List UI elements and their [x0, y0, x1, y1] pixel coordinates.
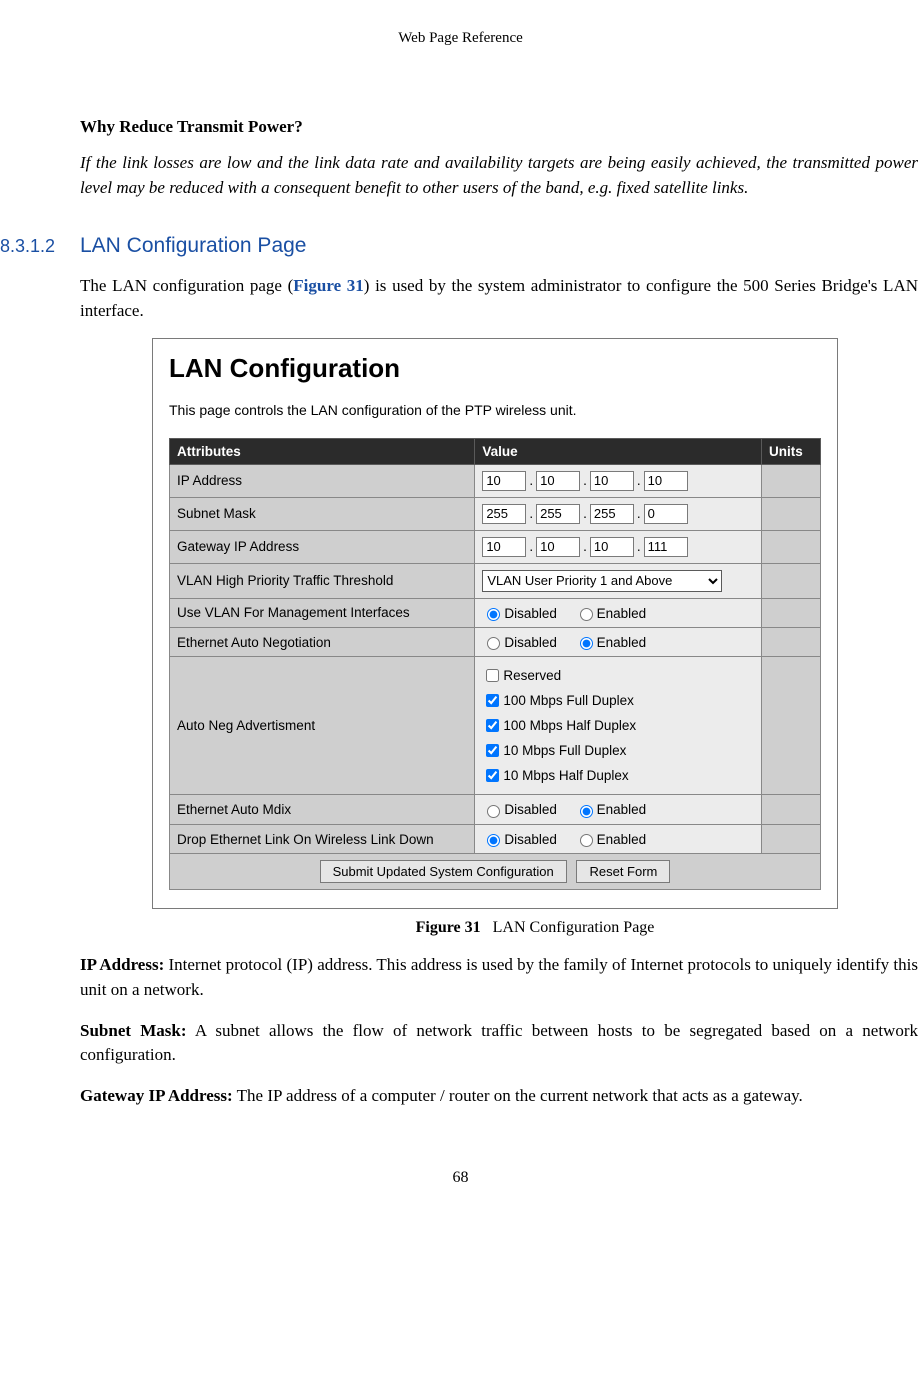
row-drop-link: Drop Ethernet Link On Wireless Link Down… — [170, 824, 821, 853]
callout-heading: Why Reduce Transmit Power? — [80, 117, 918, 137]
drop-disabled-label: Disabled — [504, 832, 557, 847]
figure-caption: Figure 31 LAN Configuration Page — [152, 919, 918, 937]
label-vlan-threshold: VLAN High Priority Traffic Threshold — [170, 563, 475, 598]
config-table: Attributes Value Units IP Address ... Su… — [169, 438, 821, 891]
definition-text-1: A subnet allows the flow of network traf… — [80, 1021, 918, 1065]
row-gateway: Gateway IP Address ... — [170, 530, 821, 563]
adv-label-4: 10 Mbps Half Duplex — [503, 768, 628, 783]
vlan-mgmt-enabled-label: Enabled — [597, 606, 647, 621]
mask-octet-3[interactable] — [590, 504, 634, 524]
adv-checkbox-1[interactable] — [486, 694, 499, 707]
drop-disabled-radio[interactable] — [487, 834, 500, 847]
figure-reference-link[interactable]: Figure 31 — [293, 276, 364, 295]
auto-neg-enabled-radio[interactable] — [580, 637, 593, 650]
ip-octet-1[interactable] — [482, 471, 526, 491]
label-drop-link: Drop Ethernet Link On Wireless Link Down — [170, 824, 475, 853]
mask-octet-2[interactable] — [536, 504, 580, 524]
auto-neg-enabled-label: Enabled — [597, 635, 647, 650]
definition-text-2: The IP address of a computer / router on… — [233, 1086, 803, 1105]
running-head: Web Page Reference — [0, 30, 921, 47]
vlan-threshold-select[interactable]: VLAN User Priority 1 and Above — [482, 570, 722, 592]
ip-octet-3[interactable] — [590, 471, 634, 491]
definition-term-2: Gateway IP Address: — [80, 1086, 233, 1105]
row-ip-address: IP Address ... — [170, 464, 821, 497]
definition-1: Subnet Mask: A subnet allows the flow of… — [80, 1019, 918, 1068]
definition-0: IP Address: Internet protocol (IP) addre… — [80, 953, 918, 1002]
th-value: Value — [475, 438, 762, 464]
vlan-mgmt-enabled-radio[interactable] — [580, 608, 593, 621]
th-units: Units — [762, 438, 821, 464]
mdix-enabled-label: Enabled — [597, 802, 647, 817]
row-subnet-mask: Subnet Mask ... — [170, 497, 821, 530]
adv-label-0: Reserved — [503, 668, 561, 683]
mdix-disabled-radio[interactable] — [487, 805, 500, 818]
mask-octet-4[interactable] — [644, 504, 688, 524]
row-vlan-mgmt: Use VLAN For Management Interfaces Disab… — [170, 598, 821, 627]
adv-checkbox-0[interactable] — [486, 669, 499, 682]
definition-2: Gateway IP Address: The IP address of a … — [80, 1084, 918, 1109]
ip-octet-4[interactable] — [644, 471, 688, 491]
figure-screenshot: LAN Configuration This page controls the… — [152, 338, 838, 910]
adv-checkbox-2[interactable] — [486, 719, 499, 732]
figure-caption-number: Figure 31 — [416, 919, 481, 936]
submit-button[interactable]: Submit Updated System Configuration — [320, 860, 567, 883]
gw-octet-2[interactable] — [536, 537, 580, 557]
intro-text-a: The LAN configuration page ( — [80, 276, 293, 295]
reset-button[interactable]: Reset Form — [576, 860, 670, 883]
figure-caption-text: LAN Configuration Page — [493, 919, 655, 936]
gw-octet-4[interactable] — [644, 537, 688, 557]
label-auto-neg-adv: Auto Neg Advertisment — [170, 657, 475, 795]
adv-checkbox-3[interactable] — [486, 744, 499, 757]
adv-label-2: 100 Mbps Half Duplex — [503, 718, 636, 733]
gw-octet-3[interactable] — [590, 537, 634, 557]
panel-subtitle: This page controls the LAN configuration… — [169, 402, 821, 418]
vlan-mgmt-disabled-label: Disabled — [504, 606, 557, 621]
gw-octet-1[interactable] — [482, 537, 526, 557]
intro-paragraph: The LAN configuration page (Figure 31) i… — [80, 274, 918, 323]
adv-checkbox-4[interactable] — [486, 769, 499, 782]
adv-label-1: 100 Mbps Full Duplex — [503, 693, 634, 708]
auto-neg-disabled-radio[interactable] — [487, 637, 500, 650]
ip-octet-2[interactable] — [536, 471, 580, 491]
row-auto-neg: Ethernet Auto Negotiation Disabled Enabl… — [170, 628, 821, 657]
label-auto-mdix: Ethernet Auto Mdix — [170, 795, 475, 824]
mdix-disabled-label: Disabled — [504, 802, 557, 817]
section-number: 8.3.1.2 — [0, 236, 80, 257]
definition-term-1: Subnet Mask: — [80, 1021, 187, 1040]
label-gateway: Gateway IP Address — [170, 530, 475, 563]
mask-octet-1[interactable] — [482, 504, 526, 524]
row-auto-neg-adv: Auto Neg Advertisment Reserved 100 Mbps F… — [170, 657, 821, 795]
label-vlan-mgmt: Use VLAN For Management Interfaces — [170, 598, 475, 627]
callout-body: If the link losses are low and the link … — [80, 151, 918, 200]
definition-term-0: IP Address: — [80, 955, 164, 974]
definition-text-0: Internet protocol (IP) address. This add… — [80, 955, 918, 999]
section-title: LAN Configuration Page — [80, 234, 306, 258]
vlan-mgmt-disabled-radio[interactable] — [487, 608, 500, 621]
label-subnet-mask: Subnet Mask — [170, 497, 475, 530]
row-vlan-threshold: VLAN High Priority Traffic Threshold VLA… — [170, 563, 821, 598]
panel-title: LAN Configuration — [169, 353, 821, 384]
row-auto-mdix: Ethernet Auto Mdix Disabled Enabled — [170, 795, 821, 824]
page-number: 68 — [0, 1169, 921, 1187]
label-ip-address: IP Address — [170, 464, 475, 497]
drop-enabled-label: Enabled — [597, 832, 647, 847]
adv-label-3: 10 Mbps Full Duplex — [503, 743, 626, 758]
th-attributes: Attributes — [170, 438, 475, 464]
mdix-enabled-radio[interactable] — [580, 805, 593, 818]
auto-neg-disabled-label: Disabled — [504, 635, 557, 650]
drop-enabled-radio[interactable] — [580, 834, 593, 847]
label-auto-neg: Ethernet Auto Negotiation — [170, 628, 475, 657]
